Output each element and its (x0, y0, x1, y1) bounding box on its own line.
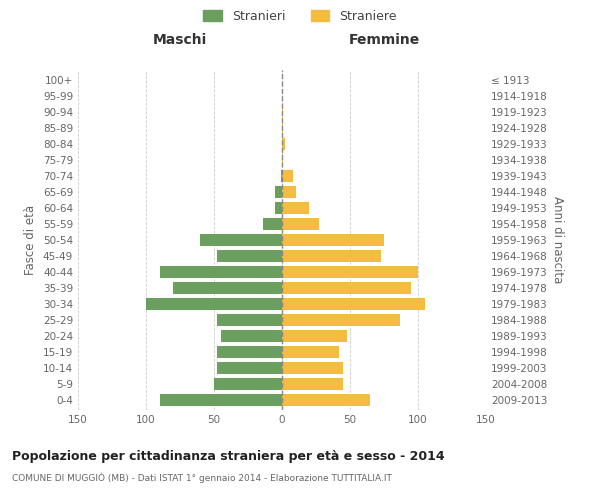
Bar (160, 266, 282, 278)
Text: COMUNE DI MUGGIÒ (MB) - Dati ISTAT 1° gennaio 2014 - Elaborazione TUTTITALIA.IT: COMUNE DI MUGGIÒ (MB) - Dati ISTAT 1° ge… (12, 472, 392, 483)
Text: Femmine: Femmine (349, 34, 419, 48)
Y-axis label: Anni di nascita: Anni di nascita (551, 196, 564, 284)
Bar (282, 122, 283, 134)
Bar (282, 218, 319, 230)
Bar (200, 234, 282, 246)
Bar (217, 346, 282, 358)
Text: Popolazione per cittadinanza straniera per età e sesso - 2014: Popolazione per cittadinanza straniera p… (12, 450, 445, 463)
Bar (275, 202, 282, 214)
Bar (282, 250, 381, 262)
Bar (281, 170, 282, 182)
Bar (282, 298, 425, 310)
Bar (160, 394, 282, 406)
Bar (214, 378, 282, 390)
Bar (221, 330, 282, 342)
Bar (282, 362, 343, 374)
Bar (217, 314, 282, 326)
Bar (146, 298, 282, 310)
Bar (282, 394, 370, 406)
Bar (263, 218, 282, 230)
Bar (282, 234, 384, 246)
Bar (282, 282, 411, 294)
Bar (282, 330, 347, 342)
Bar (282, 202, 309, 214)
Y-axis label: Fasce di età: Fasce di età (25, 205, 37, 275)
Legend: Stranieri, Straniere: Stranieri, Straniere (199, 6, 401, 26)
Bar (282, 154, 283, 166)
Bar (282, 170, 293, 182)
Bar (282, 186, 296, 198)
Bar (173, 282, 282, 294)
Bar (282, 378, 343, 390)
Bar (282, 346, 339, 358)
Bar (275, 186, 282, 198)
Bar (282, 314, 400, 326)
Bar (217, 362, 282, 374)
Bar (282, 266, 418, 278)
Bar (282, 138, 285, 150)
Bar (282, 106, 283, 118)
Text: Maschi: Maschi (153, 34, 207, 48)
Bar (217, 250, 282, 262)
